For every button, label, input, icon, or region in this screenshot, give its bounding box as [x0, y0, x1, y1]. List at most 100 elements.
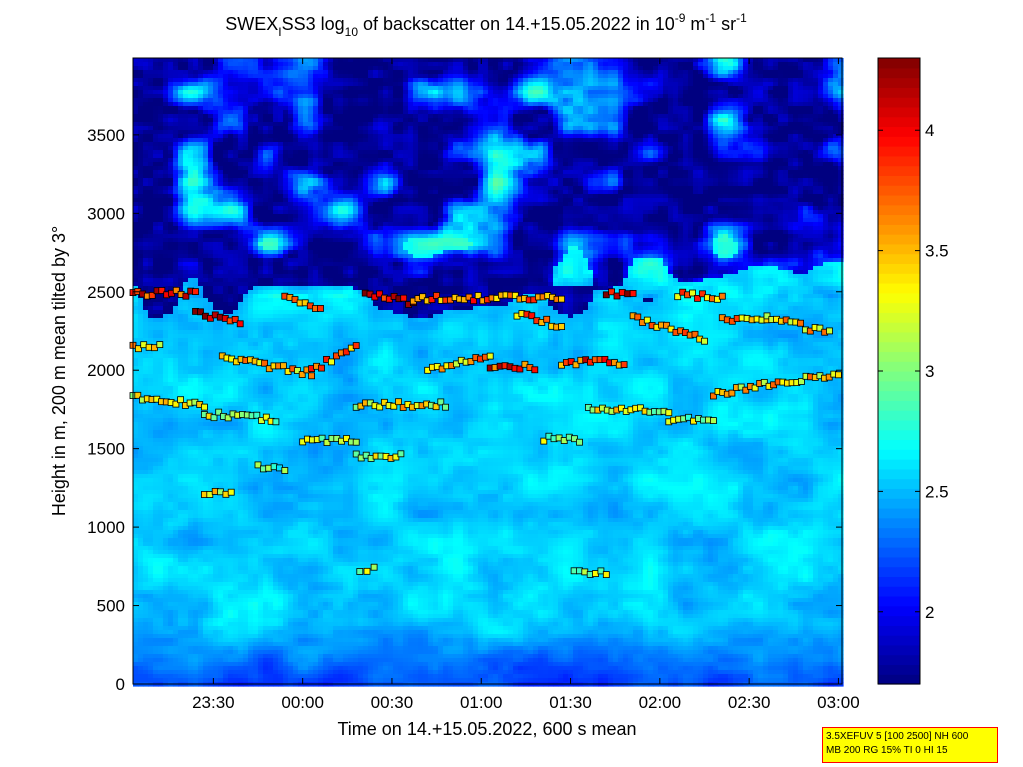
- heatmap-cell: [153, 102, 159, 107]
- heatmap-cell: [228, 94, 234, 99]
- heatmap-cell: [568, 126, 574, 131]
- heatmap-cell: [728, 130, 734, 135]
- heatmap-cell: [383, 138, 389, 143]
- heatmap-cell: [228, 138, 234, 143]
- heatmap-cell: [238, 114, 244, 119]
- heatmap-cell: [183, 66, 189, 71]
- heatmap-cell: [173, 190, 179, 195]
- heatmap-cell: [418, 182, 424, 187]
- heatmap-cell: [603, 110, 609, 115]
- heatmap-cell: [458, 170, 464, 175]
- heatmap-cell: [183, 70, 189, 75]
- heatmap-cell: [343, 94, 349, 99]
- heatmap-cell: [208, 190, 214, 195]
- heatmap-cell: [228, 190, 234, 195]
- heatmap-cell: [378, 102, 384, 107]
- heatmap-cell: [563, 186, 569, 191]
- heatmap-cell: [738, 78, 744, 83]
- heatmap-cell: [238, 162, 244, 167]
- heatmap-cell: [458, 66, 464, 71]
- heatmap-cell: [553, 126, 559, 131]
- heatmap-cell: [363, 58, 369, 63]
- heatmap-cell: [203, 134, 209, 139]
- heatmap-cell: [248, 94, 254, 99]
- heatmap-cell: [278, 102, 284, 107]
- heatmap-cell: [743, 130, 749, 135]
- heatmap-cell: [223, 70, 229, 75]
- heatmap-cell: [673, 122, 679, 127]
- heatmap-cell: [743, 90, 749, 95]
- heatmap-cell: [723, 122, 729, 127]
- heatmap-cell: [288, 130, 294, 135]
- heatmap-cell: [403, 86, 409, 91]
- heatmap-cell: [593, 114, 599, 119]
- heatmap-cell: [393, 70, 399, 75]
- heatmap-cell: [183, 130, 189, 135]
- heatmap-cell: [578, 194, 584, 199]
- heatmap-cell: [468, 186, 474, 191]
- heatmap-cell: [238, 126, 244, 131]
- heatmap-cell: [603, 78, 609, 83]
- heatmap-cell: [198, 166, 204, 171]
- heatmap-cell: [163, 190, 169, 195]
- heatmap-cell: [648, 186, 654, 191]
- heatmap-cell: [688, 154, 694, 159]
- heatmap-cell: [293, 162, 299, 167]
- heatmap-cell: [623, 82, 629, 87]
- heatmap-cell: [708, 162, 714, 167]
- heatmap-cell: [513, 110, 519, 115]
- heatmap-cell: [298, 142, 304, 147]
- heatmap-cell: [443, 94, 449, 99]
- heatmap-cell: [378, 154, 384, 159]
- heatmap-cell: [393, 86, 399, 91]
- heatmap-cell: [738, 170, 744, 175]
- heatmap-cell: [728, 66, 734, 71]
- heatmap-cell: [288, 182, 294, 187]
- heatmap-cell: [728, 102, 734, 107]
- heatmap-cell: [403, 122, 409, 127]
- heatmap-cell: [743, 122, 749, 127]
- heatmap-cell: [713, 190, 719, 195]
- heatmap-cell: [643, 102, 649, 107]
- heatmap-cell: [183, 86, 189, 91]
- heatmap-cell: [473, 98, 479, 103]
- heatmap-cell: [458, 190, 464, 195]
- heatmap-cell: [228, 90, 234, 95]
- heatmap-cell: [363, 74, 369, 79]
- heatmap-cell: [353, 174, 359, 179]
- heatmap-cell: [283, 186, 289, 191]
- heatmap-cell: [323, 126, 329, 131]
- heatmap-cell: [423, 170, 429, 175]
- heatmap-cell: [478, 74, 484, 79]
- heatmap-cell: [648, 82, 654, 87]
- heatmap-cell: [223, 62, 229, 67]
- heatmap-cell: [643, 66, 649, 71]
- heatmap-cell: [648, 174, 654, 179]
- heatmap-cell: [723, 58, 729, 63]
- heatmap-cell: [568, 154, 574, 159]
- heatmap-cell: [583, 90, 589, 95]
- heatmap-cell: [578, 138, 584, 143]
- heatmap-cell: [493, 62, 499, 67]
- heatmap-cell: [503, 98, 509, 103]
- heatmap-cell: [623, 70, 629, 75]
- heatmap-cell: [403, 174, 409, 179]
- heatmap-cell: [673, 178, 679, 183]
- heatmap-cell: [543, 154, 549, 159]
- heatmap-cell: [548, 114, 554, 119]
- heatmap-cell: [313, 66, 319, 71]
- heatmap-cell: [353, 130, 359, 135]
- heatmap-cell: [803, 114, 809, 119]
- heatmap-cell: [713, 134, 719, 139]
- heatmap-cell: [548, 94, 554, 99]
- heatmap-cell: [588, 142, 594, 147]
- heatmap-cell: [573, 182, 579, 187]
- heatmap-cell: [698, 98, 704, 103]
- heatmap-cell: [493, 158, 499, 163]
- heatmap-cell: [803, 174, 809, 179]
- heatmap-cell: [813, 130, 819, 135]
- heatmap-cell: [433, 194, 439, 199]
- heatmap-cell: [298, 98, 304, 103]
- heatmap-cell: [333, 166, 339, 171]
- heatmap-cell: [788, 70, 794, 75]
